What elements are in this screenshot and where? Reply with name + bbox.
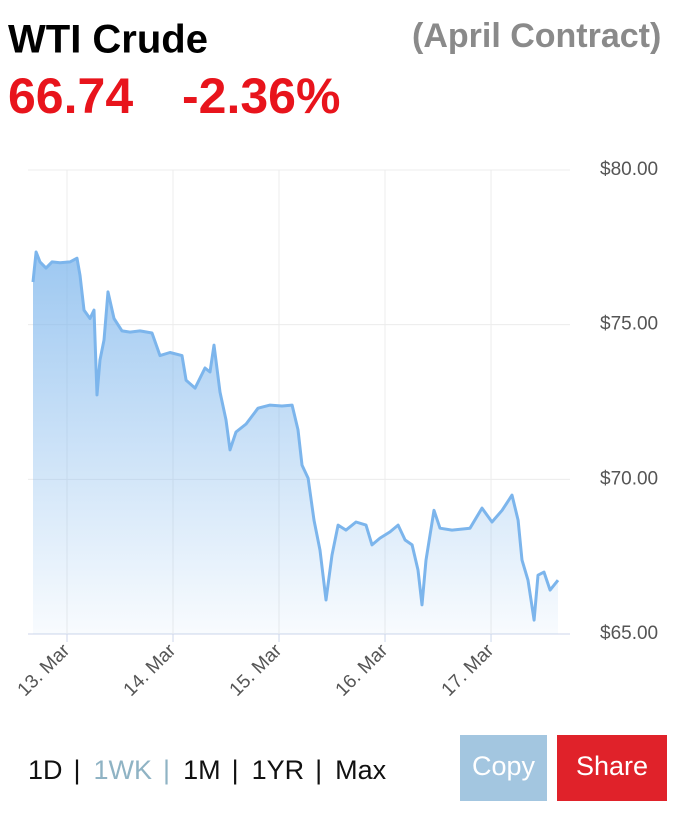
range-separator: |: [74, 755, 81, 785]
price: 66.74: [8, 68, 133, 124]
subtitle: (April Contract): [412, 17, 661, 55]
chart: $65.00 $70.00 $75.00 $80.00 13. Mar 14. Mar 15…: [14, 159, 658, 701]
range-option[interactable]: Max: [335, 755, 387, 785]
x-tick-label: 14. Mar: [120, 640, 181, 701]
price-line: [31, 250, 560, 622]
share-label[interactable]: Share: [576, 751, 648, 781]
x-tick-label: 15. Mar: [226, 640, 287, 701]
title: WTI Crude: [8, 18, 208, 62]
x-tick-label: 17. Mar: [438, 640, 499, 701]
y-tick-label: $80.00: [600, 159, 658, 180]
share-button[interactable]: [557, 735, 667, 801]
x-tick-label: 13. Mar: [14, 640, 75, 701]
range-option[interactable]: 1YR: [252, 755, 305, 785]
range-separator: |: [163, 755, 170, 785]
range-option[interactable]: 1M: [183, 755, 221, 785]
range-option[interactable]: 1D: [28, 755, 63, 785]
copy-label[interactable]: Copy: [472, 751, 536, 781]
x-tick-label: 16. Mar: [332, 640, 393, 701]
area-fill: [33, 252, 558, 634]
y-tick-label: $75.00: [600, 314, 658, 335]
y-tick-label: $65.00: [600, 623, 658, 644]
range-separator: |: [315, 755, 322, 785]
range-controls: 1D | 1WK | 1M | 1YR | Max: [28, 755, 387, 785]
y-tick-label: $70.00: [600, 468, 658, 489]
change: -2.36%: [182, 68, 340, 124]
range-option[interactable]: 1WK: [94, 755, 153, 785]
range-separator: |: [232, 755, 239, 785]
copy-button[interactable]: [460, 735, 547, 801]
